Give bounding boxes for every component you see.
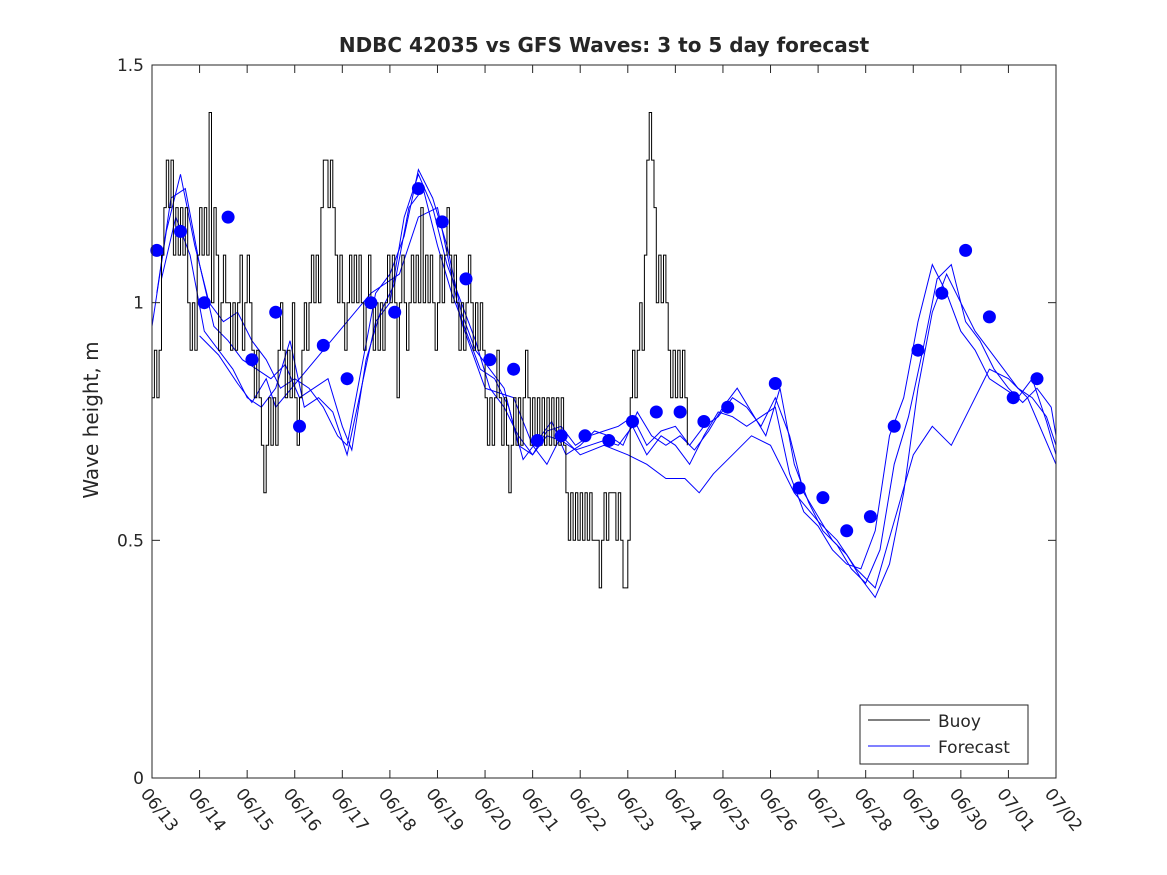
forecast-point: [507, 362, 521, 376]
y-axis-label: Wave height, m: [79, 341, 103, 498]
forecast-point: [530, 434, 544, 447]
forecast-point: [1006, 391, 1020, 405]
forecast-point: [221, 210, 235, 224]
chart-title: NDBC 42035 vs GFS Waves: 3 to 5 day fore…: [339, 33, 870, 57]
x-tick-label: 06/27: [802, 785, 848, 836]
forecast-point: [602, 434, 616, 447]
forecast-point: [150, 243, 164, 257]
forecast-point: [411, 182, 425, 196]
forecast-point: [768, 377, 782, 390]
x-tick-label: 06/25: [707, 785, 753, 836]
forecast-point: [269, 305, 283, 319]
forecast-point: [887, 419, 901, 433]
y-tick-label: 1: [133, 294, 144, 314]
x-tick-label: 07/01: [992, 785, 1038, 836]
forecast-point: [435, 215, 449, 229]
forecast-point: [816, 491, 830, 505]
forecast-point: [649, 405, 663, 419]
buoy-line: [152, 112, 688, 589]
forecast-point: [840, 524, 854, 538]
legend-forecast-label: Forecast: [938, 738, 1010, 758]
x-tick-label: 06/29: [897, 785, 943, 836]
x-tick-label: 06/24: [659, 785, 705, 836]
forecast-point: [316, 338, 330, 352]
x-tick-label: 06/17: [326, 785, 372, 836]
forecast-point: [697, 415, 711, 428]
x-tick-label: 06/30: [945, 785, 991, 836]
x-tick-label: 06/15: [231, 785, 277, 836]
x-tick-label: 06/14: [184, 785, 230, 836]
forecast-line: [151, 168, 1057, 599]
legend-buoy-label: Buoy: [938, 712, 981, 732]
y-axis: 0 0.5 1 1.5: [117, 56, 1056, 789]
forecast-point: [911, 343, 925, 357]
forecast-point: [959, 243, 973, 257]
legend-box: [859, 704, 1029, 765]
forecast-point: [245, 353, 259, 367]
forecast-point: [721, 400, 735, 414]
axes-box: [151, 64, 1057, 779]
forecast-point: [935, 286, 949, 300]
y-tick-label: 0: [133, 769, 144, 789]
x-tick-label: 06/26: [755, 785, 801, 836]
forecast-point: [1030, 372, 1044, 386]
forecast-line: [199, 206, 1057, 589]
x-tick-label: 06/13: [136, 785, 182, 836]
forecast-point: [340, 372, 354, 386]
x-tick-label: 06/19: [422, 785, 468, 836]
forecast-point: [982, 310, 996, 324]
x-tick-label: 06/23: [612, 785, 658, 836]
legend: Buoy Forecast: [859, 704, 1029, 765]
x-tick-label: 06/21: [517, 785, 563, 836]
x-tick-label: 07/02: [1040, 785, 1086, 836]
forecast-point: [459, 272, 473, 286]
forecast-point: [554, 429, 568, 443]
forecast-point: [197, 296, 211, 310]
x-tick-label: 06/16: [279, 785, 325, 836]
x-tick-label: 06/22: [564, 785, 610, 836]
forecast-point: [388, 305, 402, 319]
forecast-point: [863, 510, 877, 524]
forecast-point: [174, 224, 187, 238]
forecast-point: [364, 296, 378, 310]
x-tick-label: 06/20: [469, 785, 515, 836]
forecast-point: [578, 429, 592, 443]
forecast-point: [626, 415, 639, 428]
forecast-point: [792, 481, 806, 495]
forecast-point: [293, 419, 306, 433]
forecast-point: [673, 405, 687, 419]
y-tick-label: 1.5: [117, 56, 144, 76]
plot-area: [150, 112, 1057, 599]
x-tick-label: 06/18: [374, 785, 420, 836]
forecast-point: [483, 353, 497, 367]
x-tick-label: 06/28: [850, 785, 896, 836]
y-tick-label: 0.5: [117, 531, 144, 551]
